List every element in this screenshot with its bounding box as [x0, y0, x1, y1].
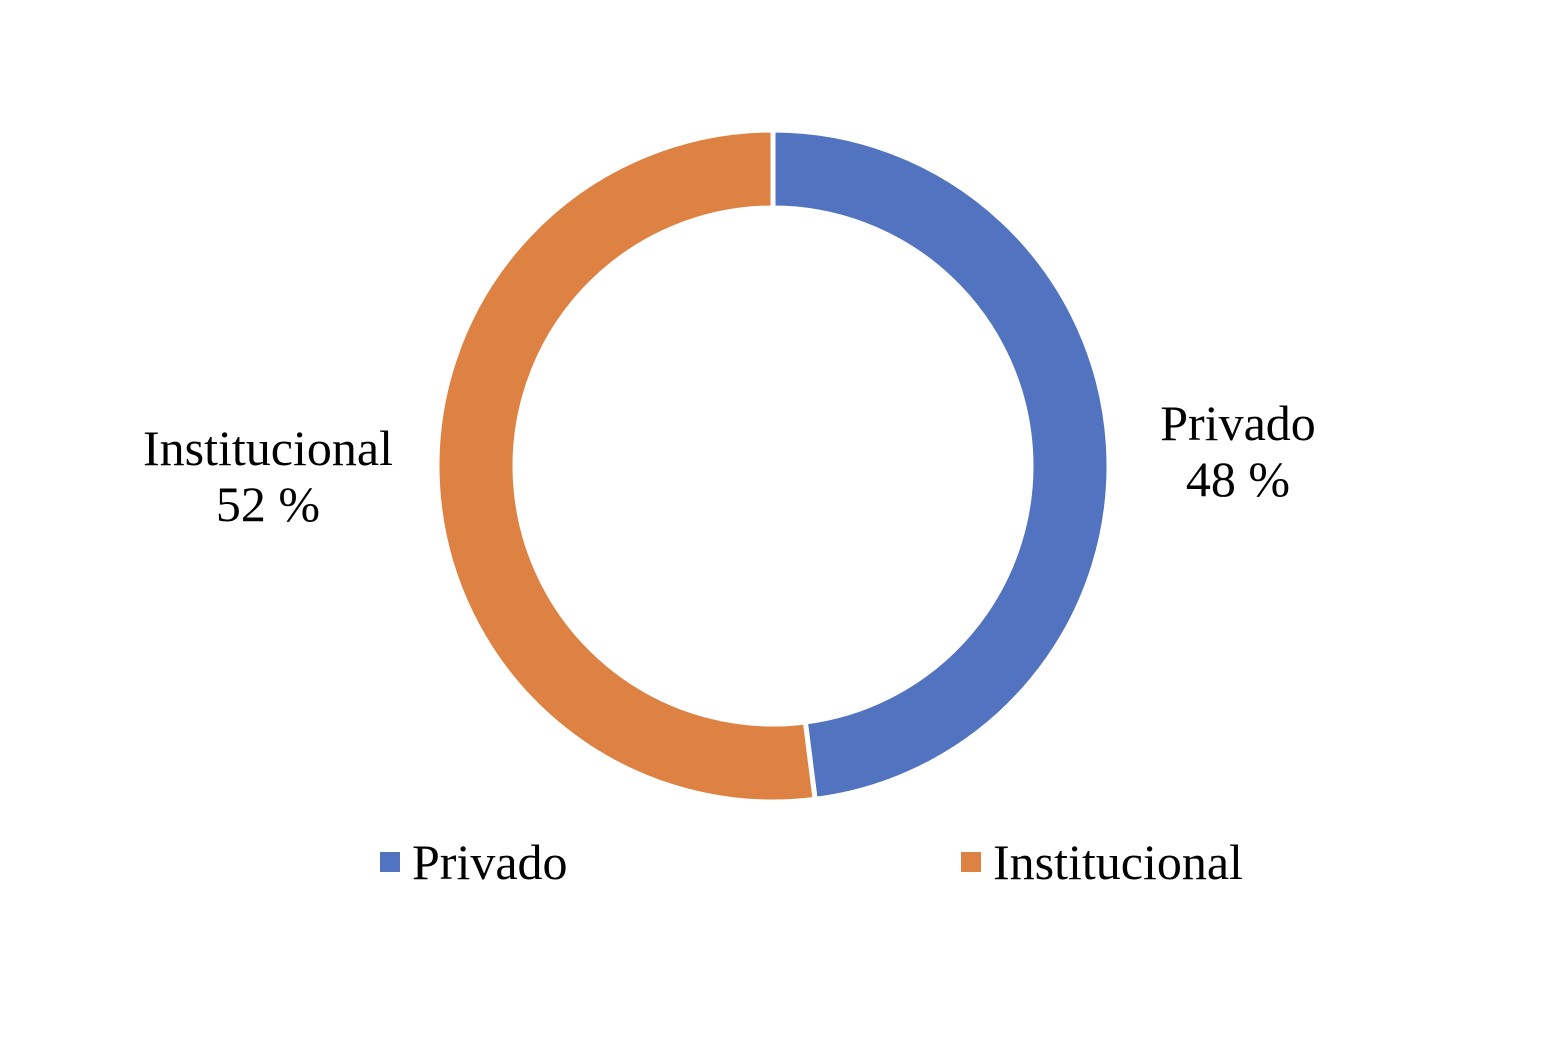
legend-swatch-institucional — [961, 852, 981, 872]
legend-swatch-privado — [380, 852, 400, 872]
slice-privado — [770, 127, 1112, 803]
slice-institucional — [434, 127, 818, 805]
chart-legend: Privado Institucional — [0, 832, 1546, 892]
data-label-privado-name: Privado — [1160, 395, 1316, 451]
data-label-privado-value: 48 % — [1186, 451, 1290, 507]
legend-item-privado: Privado — [380, 832, 568, 892]
legend-item-institucional: Institucional — [961, 832, 1243, 892]
data-label-institucional-name: Institucional — [143, 420, 393, 476]
legend-label-privado: Privado — [412, 834, 568, 890]
legend-label-institucional: Institucional — [993, 834, 1243, 890]
donut-slices — [434, 127, 1112, 805]
data-label-institucional-value: 52 % — [216, 476, 320, 532]
